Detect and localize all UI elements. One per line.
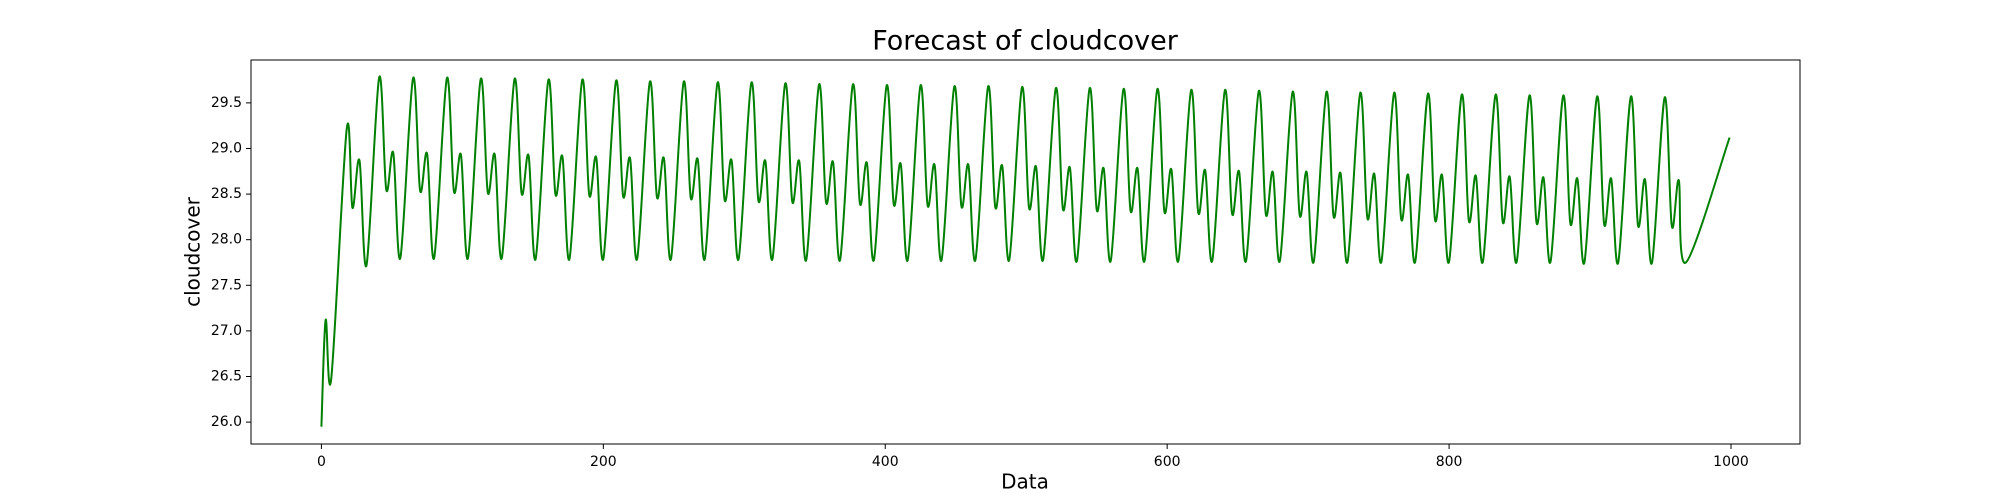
y-tick-label: 29.5 <box>211 95 242 111</box>
y-tick-label: 29.0 <box>211 140 242 156</box>
y-tick-label: 26.5 <box>211 369 242 385</box>
y-tick-label: 26.0 <box>211 414 242 430</box>
x-tick-label: 800 <box>1436 454 1463 470</box>
x-tick-label: 200 <box>590 454 617 470</box>
y-tick-label: 28.5 <box>211 186 242 202</box>
plot-frame <box>250 59 1801 445</box>
series-line <box>320 75 1731 427</box>
y-tick-label: 27.5 <box>211 277 242 293</box>
y-tick-label: 28.0 <box>211 232 242 248</box>
chart-title: Forecast of cloudcover <box>872 26 1179 57</box>
x-tick-label: 0 <box>317 454 326 470</box>
y-axis-label: cloudcover <box>181 196 205 307</box>
x-axis-label: Data <box>1001 470 1049 494</box>
x-tick-label: 1000 <box>1713 454 1749 470</box>
x-tick-label: 600 <box>1154 454 1181 470</box>
x-tick-label: 400 <box>872 454 899 470</box>
y-tick-label: 27.0 <box>211 323 242 339</box>
